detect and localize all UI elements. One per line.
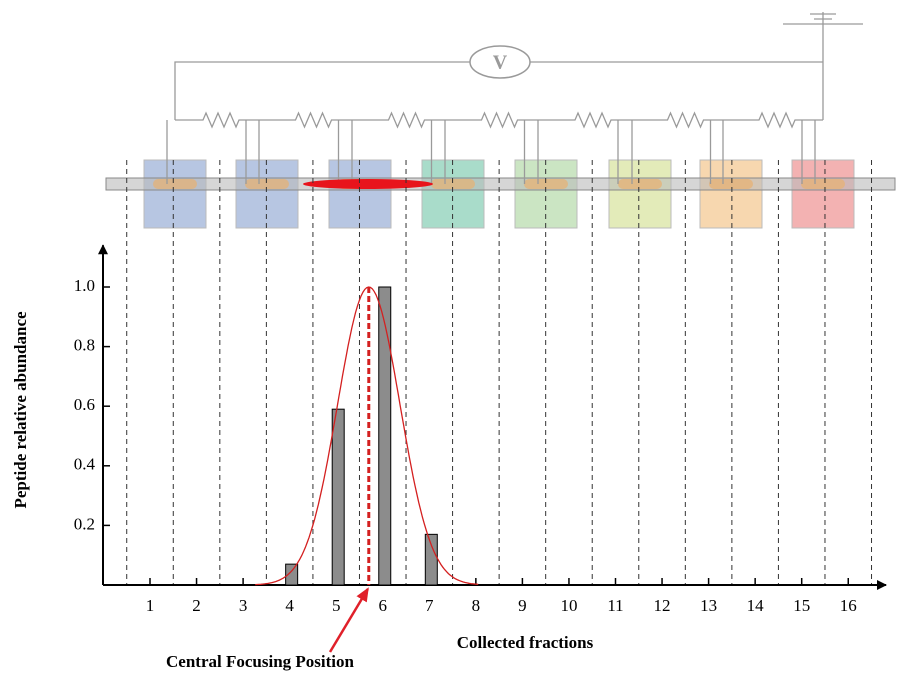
x-tick-label: 1 — [146, 596, 155, 615]
x-tick-label: 10 — [560, 596, 577, 615]
x-tick-label: 9 — [518, 596, 527, 615]
annotation: Central Focusing Position — [166, 652, 354, 671]
x-tick-label: 15 — [793, 596, 810, 615]
y-tick-label: 0.2 — [74, 514, 95, 533]
x-tick-label: 2 — [192, 596, 201, 615]
x-tick-label: 6 — [379, 596, 388, 615]
bar — [331, 408, 345, 586]
fit-curve — [255, 286, 479, 586]
y-tick-label: 0.8 — [74, 336, 95, 355]
well — [328, 159, 392, 229]
bar — [424, 533, 438, 586]
voltmeter-label: V — [493, 52, 508, 74]
bar — [285, 563, 299, 586]
x-tick-label: 5 — [332, 596, 341, 615]
y-tick-label: 0.6 — [74, 395, 95, 414]
wire — [174, 12, 824, 120]
y-axis-label: Peptide relative abundance — [11, 311, 30, 509]
band — [524, 179, 568, 189]
x-axis-label: Collected fractions — [457, 633, 594, 652]
band — [709, 179, 753, 189]
x-tick-label: 14 — [747, 596, 765, 615]
band — [153, 179, 197, 189]
band — [801, 179, 845, 189]
strip — [105, 177, 896, 191]
focused-peptide — [303, 179, 433, 189]
well — [235, 159, 299, 229]
resistor-chain — [175, 111, 823, 129]
well — [608, 159, 672, 229]
x-tick-label: 11 — [607, 596, 623, 615]
well — [699, 159, 763, 229]
x-tick-label: 8 — [472, 596, 481, 615]
voltmeter — [469, 45, 531, 79]
x-tick-label: 16 — [840, 596, 857, 615]
band — [245, 179, 289, 189]
annotation-arrow — [328, 587, 369, 653]
x-tick-label: 3 — [239, 596, 248, 615]
y-tick-label: 1.0 — [74, 276, 95, 295]
well — [143, 159, 207, 229]
apparatus: V — [105, 12, 896, 229]
ground — [783, 13, 863, 25]
well — [791, 159, 855, 229]
y-tick-label: 0.4 — [74, 455, 96, 474]
bar — [378, 286, 392, 586]
band — [431, 179, 475, 189]
x-tick-label: 4 — [285, 596, 294, 615]
band — [618, 179, 662, 189]
x-tick-label: 12 — [654, 596, 671, 615]
x-tick-label: 7 — [425, 596, 434, 615]
x-tick-label: 13 — [700, 596, 717, 615]
